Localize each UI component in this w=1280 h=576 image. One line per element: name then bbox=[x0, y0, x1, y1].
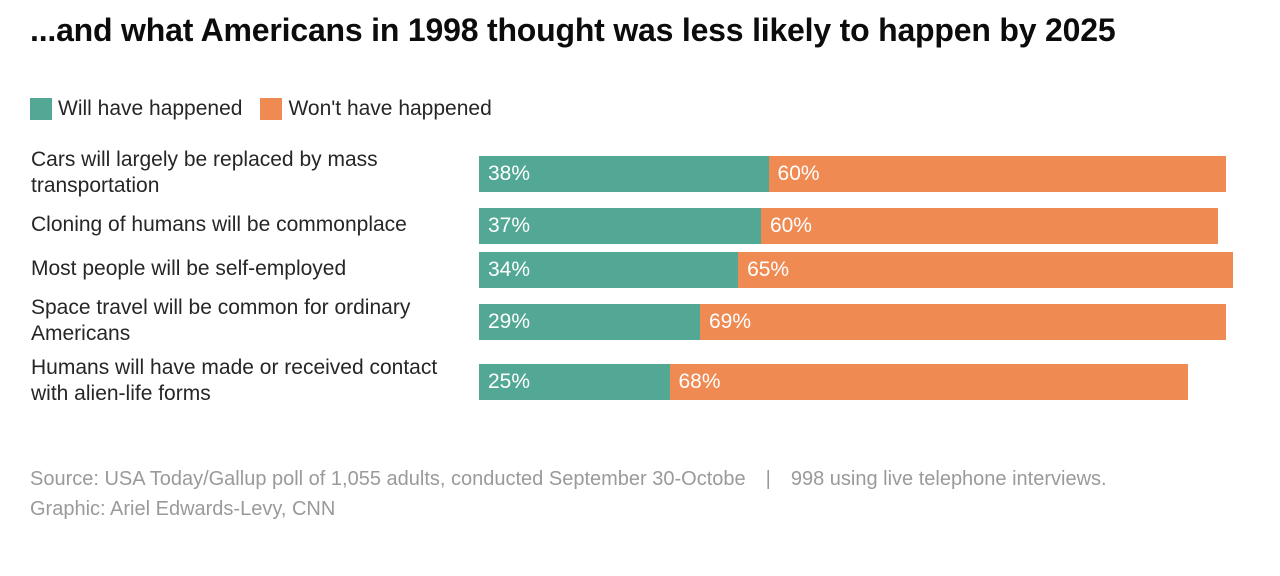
bar-will-have-happened-5 bbox=[479, 364, 670, 400]
category-label-2: Cloning of humans will be commonplace bbox=[31, 213, 407, 236]
category-label-3: Most people will be self-employed bbox=[31, 257, 347, 280]
bar-will-have-happened-1 bbox=[479, 156, 769, 192]
data-label-will-have-happened-2: 37% bbox=[488, 214, 531, 237]
data-label-will-have-happened-5: 25% bbox=[488, 370, 531, 393]
category-label-5: Humans will have made or received contac… bbox=[31, 356, 438, 405]
bar-won-t-have-happened-5 bbox=[669, 364, 1188, 400]
data-label-won-t-have-happened-4: 69% bbox=[708, 310, 751, 333]
bar-won-t-have-happened-1 bbox=[768, 156, 1226, 192]
data-label-won-t-have-happened-1: 60% bbox=[777, 162, 820, 185]
legend-label-wont: Won't have happened bbox=[288, 97, 492, 120]
category-label-1: Cars will largely be replaced by mass tr… bbox=[31, 148, 378, 197]
legend-swatch-will bbox=[30, 98, 52, 120]
bar-will-have-happened-4 bbox=[479, 304, 700, 340]
source-line: Source: USA Today/Gallup poll of 1,055 a… bbox=[30, 468, 1107, 490]
data-label-will-have-happened-3: 34% bbox=[488, 258, 531, 281]
bar-won-t-have-happened-3 bbox=[738, 252, 1234, 288]
data-label-won-t-have-happened-2: 60% bbox=[769, 214, 812, 237]
graphic-credit: Graphic: Ariel Edwards-Levy, CNN bbox=[30, 498, 336, 520]
legend-item-wont: Won't have happened bbox=[260, 96, 492, 122]
data-label-will-have-happened-4: 29% bbox=[488, 310, 531, 333]
category-label-4: Space travel will be common for ordinary… bbox=[31, 296, 411, 345]
source-note: Source: USA Today/Gallup poll of 1,055 a… bbox=[30, 464, 1107, 524]
legend-swatch-wont bbox=[260, 98, 283, 120]
legend: Will have happened Won't have happened bbox=[30, 96, 510, 122]
bar-will-have-happened-2 bbox=[479, 208, 761, 244]
chart-title: ...and what Americans in 1998 thought wa… bbox=[30, 12, 1116, 48]
legend-label-will: Will have happened bbox=[58, 97, 243, 120]
legend-item-will: Will have happened bbox=[30, 96, 242, 122]
bar-won-t-have-happened-4 bbox=[699, 304, 1226, 340]
data-label-won-t-have-happened-5: 68% bbox=[678, 370, 721, 393]
data-label-won-t-have-happened-3: 65% bbox=[747, 258, 790, 281]
bar-won-t-have-happened-2 bbox=[760, 208, 1219, 244]
data-label-will-have-happened-1: 38% bbox=[488, 162, 531, 185]
bar-will-have-happened-3 bbox=[479, 252, 739, 288]
